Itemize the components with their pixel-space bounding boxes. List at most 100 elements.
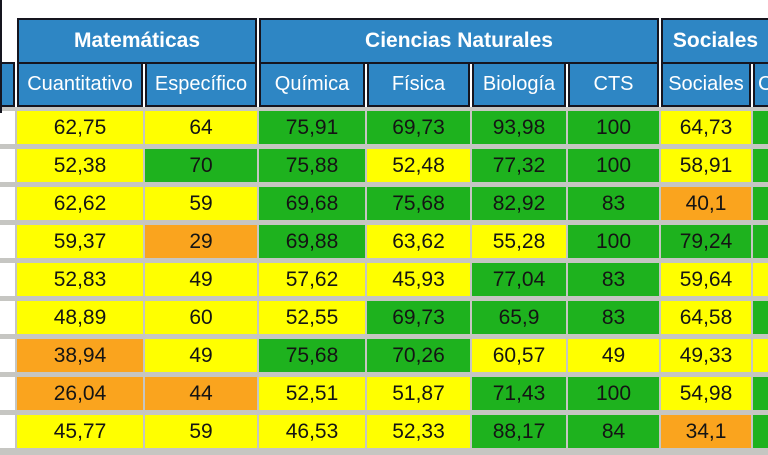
grade-cell-biologia[interactable]: 65,9 — [472, 301, 566, 334]
table-row: 62,62 59 69,68 75,68 82,92 83 40,1 — [0, 187, 768, 220]
grade-cell-biologia[interactable]: 55,28 — [472, 225, 566, 258]
grade-cell-biologia[interactable]: 77,04 — [472, 263, 566, 296]
grade-cell-sociales[interactable]: 40,1 — [661, 187, 751, 220]
grade-cell-cuantitativo[interactable]: 62,62 — [17, 187, 143, 220]
grade-cell-quimica[interactable]: 46,53 — [259, 415, 365, 448]
column-header-biologia[interactable]: Biología — [472, 62, 566, 107]
grade-cell-clipped[interactable] — [753, 111, 768, 144]
grade-cell-clipped[interactable] — [753, 225, 768, 258]
grade-cell-quimica[interactable]: 75,91 — [259, 111, 365, 144]
grade-cell-sociales[interactable]: 58,91 — [661, 149, 751, 182]
grade-cell-cts[interactable]: 84 — [568, 415, 659, 448]
grade-cell-cts[interactable]: 100 — [568, 225, 659, 258]
grade-cell-cts[interactable]: 83 — [568, 301, 659, 334]
grade-cell-sociales[interactable]: 64,58 — [661, 301, 751, 334]
grade-cell-cts[interactable]: 83 — [568, 263, 659, 296]
grade-cell-cuantitativo[interactable]: 52,38 — [17, 149, 143, 182]
group-header-left-spacer — [0, 18, 15, 64]
grade-cell-sociales[interactable]: 49,33 — [661, 339, 751, 372]
grade-cell-fisica[interactable]: 51,87 — [367, 377, 470, 410]
grade-cell-fisica[interactable]: 69,73 — [367, 111, 470, 144]
grade-cell-cts[interactable]: 100 — [568, 149, 659, 182]
grade-cell-sociales[interactable]: 34,1 — [661, 415, 751, 448]
grade-cell-sociales[interactable]: 64,73 — [661, 111, 751, 144]
row-stub-cell[interactable] — [0, 339, 15, 372]
column-header-fisica[interactable]: Física — [367, 62, 470, 107]
row-stub-cell[interactable] — [0, 187, 15, 220]
grade-cell-biologia[interactable]: 60,57 — [472, 339, 566, 372]
grade-cell-cuantitativo[interactable]: 38,94 — [17, 339, 143, 372]
grade-cell-cuantitativo[interactable]: 45,77 — [17, 415, 143, 448]
grade-cell-especifico[interactable]: 29 — [145, 225, 257, 258]
grade-cell-especifico[interactable]: 59 — [145, 415, 257, 448]
group-header-matematicas[interactable]: Matemáticas — [17, 18, 257, 64]
left-border-line — [0, 0, 2, 113]
row-stub-cell[interactable] — [0, 149, 15, 182]
row-stub-cell[interactable] — [0, 377, 15, 410]
column-header-clipped[interactable]: C — [753, 62, 768, 107]
grade-cell-clipped[interactable] — [753, 263, 768, 296]
grade-cell-especifico[interactable]: 70 — [145, 149, 257, 182]
grade-cell-fisica[interactable]: 75,68 — [367, 187, 470, 220]
grade-cell-cuantitativo[interactable]: 52,83 — [17, 263, 143, 296]
grade-cell-especifico[interactable]: 64 — [145, 111, 257, 144]
grade-cell-biologia[interactable]: 93,98 — [472, 111, 566, 144]
grade-cell-clipped[interactable] — [753, 339, 768, 372]
grade-cell-especifico[interactable]: 60 — [145, 301, 257, 334]
column-header-cts[interactable]: CTS — [568, 62, 659, 107]
grade-cell-cts[interactable]: 100 — [568, 111, 659, 144]
grade-cell-sociales[interactable]: 59,64 — [661, 263, 751, 296]
grade-cell-biologia[interactable]: 71,43 — [472, 377, 566, 410]
grade-cell-clipped[interactable] — [753, 415, 768, 448]
grade-cell-especifico[interactable]: 49 — [145, 339, 257, 372]
grade-cell-clipped[interactable] — [753, 377, 768, 410]
row-stub-cell[interactable] — [0, 415, 15, 448]
grade-cell-quimica[interactable]: 69,68 — [259, 187, 365, 220]
grade-cell-cts[interactable]: 100 — [568, 377, 659, 410]
grade-cell-quimica[interactable]: 57,62 — [259, 263, 365, 296]
grade-cell-fisica[interactable]: 45,93 — [367, 263, 470, 296]
group-header-ciencias-naturales[interactable]: Ciencias Naturales — [259, 18, 659, 64]
table-row: 45,77 59 46,53 52,33 88,17 84 34,1 — [0, 415, 768, 448]
grade-cell-especifico[interactable]: 59 — [145, 187, 257, 220]
column-header-stub[interactable] — [0, 62, 15, 107]
column-header-sociales[interactable]: Sociales — [661, 62, 751, 107]
grade-cell-especifico[interactable]: 44 — [145, 377, 257, 410]
column-header-quimica[interactable]: Química — [259, 62, 365, 107]
row-stub-cell[interactable] — [0, 111, 15, 144]
grade-cell-cts[interactable]: 83 — [568, 187, 659, 220]
grade-cell-especifico[interactable]: 49 — [145, 263, 257, 296]
grade-cell-biologia[interactable]: 77,32 — [472, 149, 566, 182]
grade-cell-clipped[interactable] — [753, 187, 768, 220]
grade-cell-fisica[interactable]: 63,62 — [367, 225, 470, 258]
row-stub-cell[interactable] — [0, 225, 15, 258]
row-stub-cell[interactable] — [0, 301, 15, 334]
grade-cell-cts[interactable]: 49 — [568, 339, 659, 372]
column-header-cuantitativo[interactable]: Cuantitativo — [17, 62, 143, 107]
grade-cell-quimica[interactable]: 75,88 — [259, 149, 365, 182]
grade-cell-biologia[interactable]: 82,92 — [472, 187, 566, 220]
grade-cell-quimica[interactable]: 52,51 — [259, 377, 365, 410]
grade-cell-clipped[interactable] — [753, 301, 768, 334]
grade-cell-clipped[interactable] — [753, 149, 768, 182]
grade-cell-cuantitativo[interactable]: 26,04 — [17, 377, 143, 410]
grade-cell-cuantitativo[interactable]: 62,75 — [17, 111, 143, 144]
grade-cell-fisica[interactable]: 52,33 — [367, 415, 470, 448]
table-row: 52,83 49 57,62 45,93 77,04 83 59,64 — [0, 263, 768, 296]
grade-cell-biologia[interactable]: 88,17 — [472, 415, 566, 448]
grade-cell-fisica[interactable]: 69,73 — [367, 301, 470, 334]
column-header-especifico[interactable]: Específico — [145, 62, 257, 107]
grade-cell-sociales[interactable]: 54,98 — [661, 377, 751, 410]
grade-cell-fisica[interactable]: 52,48 — [367, 149, 470, 182]
grade-cell-sociales[interactable]: 79,24 — [661, 225, 751, 258]
grade-cell-fisica[interactable]: 70,26 — [367, 339, 470, 372]
grade-cell-quimica[interactable]: 69,88 — [259, 225, 365, 258]
table-row: 62,75 64 75,91 69,73 93,98 100 64,73 — [0, 111, 768, 144]
grade-cell-cuantitativo[interactable]: 48,89 — [17, 301, 143, 334]
grade-cell-quimica[interactable]: 75,68 — [259, 339, 365, 372]
table-row: 26,04 44 52,51 51,87 71,43 100 54,98 — [0, 377, 768, 410]
grade-cell-cuantitativo[interactable]: 59,37 — [17, 225, 143, 258]
grade-cell-quimica[interactable]: 52,55 — [259, 301, 365, 334]
row-stub-cell[interactable] — [0, 263, 15, 296]
group-header-sociales[interactable]: Sociales — [661, 18, 768, 64]
